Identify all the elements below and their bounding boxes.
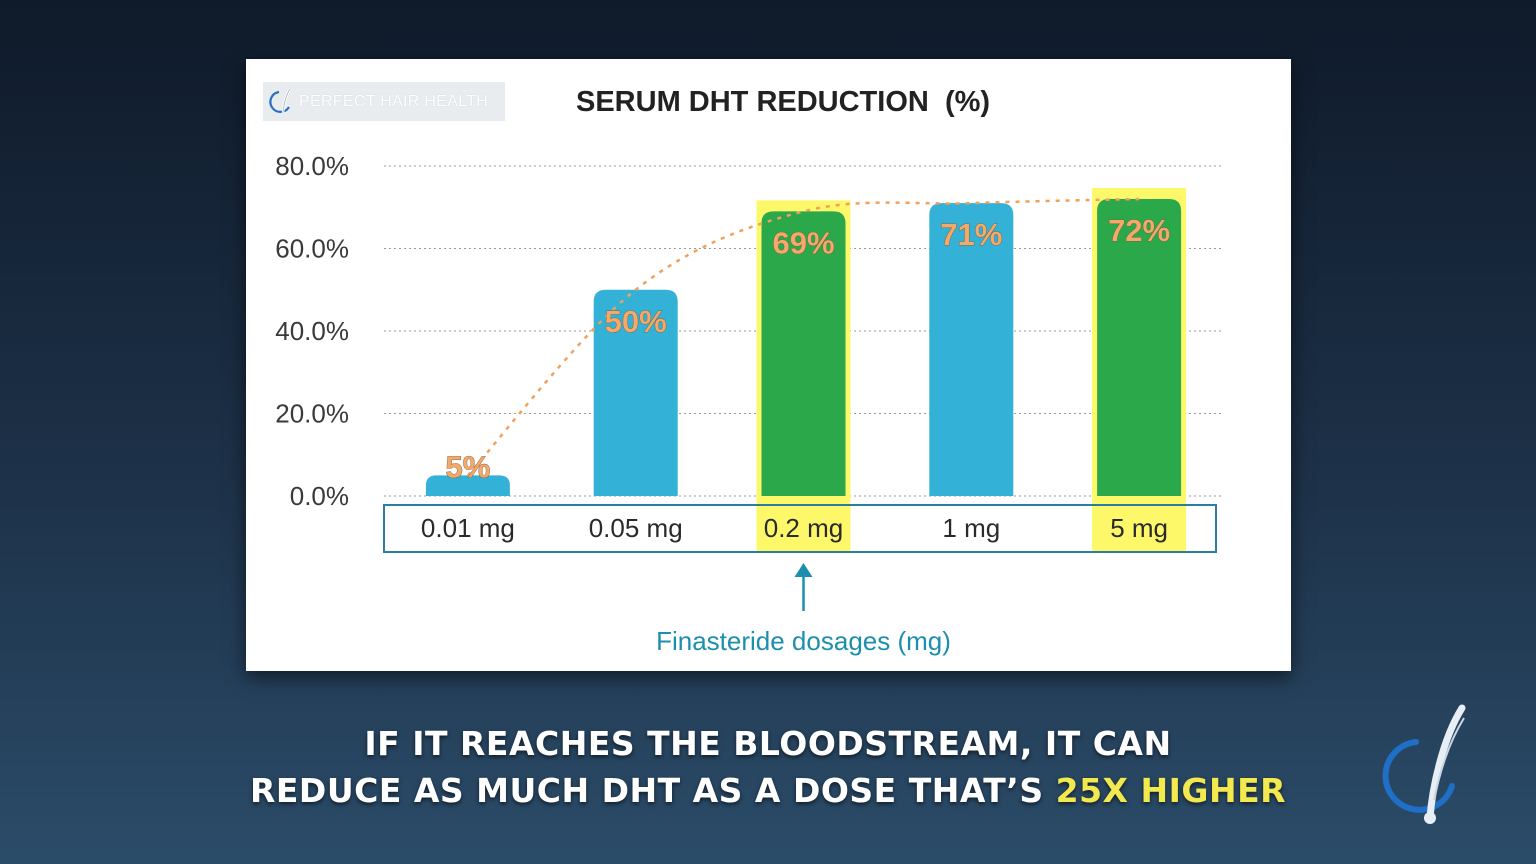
data-label: 50% (605, 304, 667, 339)
perfect-hair-health-logo-icon (1382, 704, 1466, 824)
data-label: 71% (940, 217, 1002, 252)
logo-text: PERFECT HAIR HEALTH (299, 92, 489, 110)
x-tick-label: 0.01 mg (421, 513, 515, 543)
bar (593, 289, 678, 496)
caption-line-1: IF IT REACHES THE BLOODSTREAM, IT CAN (364, 724, 1172, 763)
bar (929, 203, 1014, 496)
data-label: 69% (772, 225, 834, 260)
data-label: 5% (445, 449, 490, 484)
x-axis-box (383, 504, 1217, 553)
hair-follicle-icon (269, 87, 292, 113)
x-tick-label: 0.2 mg (764, 513, 844, 543)
chart-title: SERUM DHT REDUCTION (%) (576, 86, 991, 118)
x-tick-label: 1 mg (942, 513, 1000, 543)
chart-slide: 5% 50% 69% 71% 72% 0.0% 20.0% 40.0% 60.0% 80.0% … (246, 59, 1291, 671)
y-tick-label: 40.0% (275, 316, 349, 346)
bar (425, 475, 510, 496)
data-label: 72% (1108, 213, 1170, 248)
bar (1097, 199, 1182, 496)
x-tick-label: 0.05 mg (589, 513, 683, 543)
x-axis-title: Finasteride dosages (mg) (656, 626, 951, 656)
x-tick-label: 5 mg (1110, 513, 1168, 543)
perfect-hair-health-logo: PERFECT HAIR HEALTH (263, 82, 505, 121)
caption-highlight: 25X HIGHER (1055, 771, 1287, 810)
caption-line-2: REDUCE AS MUCH DHT AS A DOSE THAT’S 25X … (0, 767, 1536, 814)
y-tick-label: 60.0% (275, 234, 349, 264)
bar-chart: 5%50%69% 71% 72% 0.0%20.0%40.0%60.0%80.0% … (275, 151, 1223, 656)
caption-line-2-text: REDUCE AS MUCH DHT AS A DOSE THAT’S (249, 771, 1056, 810)
y-tick-label: 80.0% (275, 151, 349, 181)
y-tick-label: 20.0% (275, 399, 349, 429)
y-tick-label: 0.0% (290, 481, 349, 511)
subtitle-caption: IF IT REACHES THE BLOODSTREAM, IT CAN RE… (0, 720, 1536, 814)
arrow-up-icon (794, 563, 813, 577)
bar (761, 211, 846, 496)
trend-line (466, 197, 1140, 477)
